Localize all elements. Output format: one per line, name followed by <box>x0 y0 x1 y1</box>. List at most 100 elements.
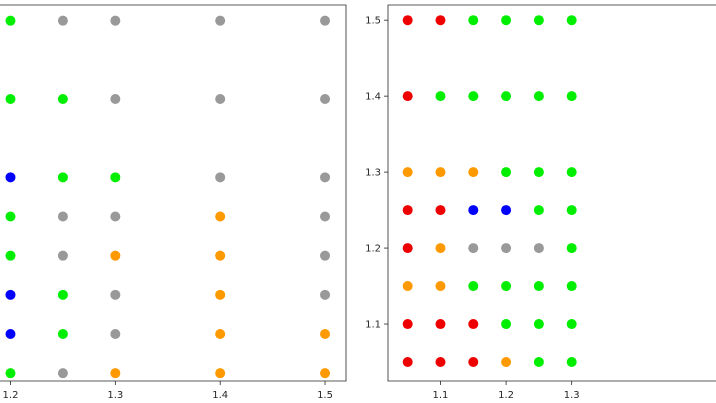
right-axis-ticks: 1.1 1.2 1.3 1.1 1.2 1.3 1.4 1.5 <box>365 16 580 401</box>
right-scatter-point-orange <box>402 281 413 292</box>
left-scatter-point-green <box>5 94 16 104</box>
left-scatter-point-green <box>57 172 68 183</box>
right-scatter-point-orange <box>435 243 446 254</box>
right-scatter-point-green <box>566 357 577 368</box>
left-scatter-point-gray <box>320 250 331 261</box>
right-x-tick-label: 1.2 <box>498 390 514 401</box>
right-scatter-point-green <box>533 91 544 102</box>
right-scatter-point-blue <box>468 205 479 216</box>
left-scatter-point-orange <box>110 368 121 379</box>
left-scatter-point-gray <box>320 94 331 104</box>
right-y-tick-label: 1.5 <box>365 16 381 27</box>
left-scatter-point-green <box>5 211 16 222</box>
right-scatter-point-orange <box>402 167 413 178</box>
left-scatter-point-blue <box>5 172 16 183</box>
left-scatter-point-green <box>57 289 68 300</box>
left-scatter-point-gray <box>110 211 121 222</box>
left-scatter-point-gray <box>110 329 121 339</box>
left-scatter-point-gray <box>320 15 331 26</box>
right-scatter-point-green <box>501 281 512 292</box>
left-scatter-point-gray <box>110 94 121 104</box>
left-scatter-point-orange <box>110 250 121 261</box>
left-scatter-point-gray <box>57 211 68 222</box>
left-scatter-point-gray <box>320 211 331 222</box>
left-scatter-point-blue <box>5 289 16 300</box>
left-scatter-point-orange <box>215 289 226 300</box>
right-scatter-point-green <box>501 15 512 26</box>
left-scatter-point-orange <box>320 368 331 379</box>
left-scatter-point-green <box>5 250 16 261</box>
right-scatter-point-green <box>468 281 479 292</box>
right-x-tick-label: 1.1 <box>433 390 449 401</box>
right-scatter-point-orange <box>435 167 446 178</box>
right-scatter-point-red <box>402 243 413 254</box>
left-scatter-point-green <box>5 15 16 26</box>
right-scatter-point-red <box>402 91 413 102</box>
left-scatter-point-orange <box>215 329 226 339</box>
left-scatter-point-gray <box>215 15 226 26</box>
right-y-tick-label: 1.1 <box>365 320 381 331</box>
right-scatter-point-orange <box>501 357 512 368</box>
left-scatter-point-green <box>57 94 68 104</box>
left-scatter-point-gray <box>215 94 226 104</box>
right-scatter-panel: 1.1 1.2 1.3 1.1 1.2 1.3 1.4 1.5 <box>365 4 716 401</box>
right-scatter-point-red <box>402 357 413 368</box>
left-x-tick-label: 1.4 <box>212 390 228 401</box>
right-scatter-point-red <box>468 319 479 330</box>
right-scatter-point-red <box>468 357 479 368</box>
left-scatter-point-gray <box>57 250 68 261</box>
right-scatter-point-green <box>435 91 446 102</box>
left-scatter-point-gray <box>110 15 121 26</box>
right-scatter-point-green <box>566 15 577 26</box>
right-scatter-point-red <box>402 205 413 216</box>
right-points <box>402 15 577 368</box>
right-scatter-point-red <box>435 357 446 368</box>
left-scatter-point-gray <box>110 289 121 300</box>
right-y-tick-label: 1.2 <box>365 244 381 255</box>
right-scatter-point-gray <box>468 243 479 254</box>
right-scatter-point-red <box>402 319 413 330</box>
right-scatter-point-green <box>533 205 544 216</box>
right-scatter-point-orange <box>435 281 446 292</box>
right-scatter-point-green <box>566 281 577 292</box>
left-scatter-point-orange <box>215 250 226 261</box>
right-scatter-point-green <box>566 319 577 330</box>
right-scatter-point-green <box>533 357 544 368</box>
right-scatter-point-red <box>435 319 446 330</box>
right-scatter-point-gray <box>501 243 512 254</box>
right-scatter-point-green <box>533 15 544 26</box>
right-scatter-point-green <box>533 281 544 292</box>
left-x-tick-label: 1.3 <box>107 390 123 401</box>
left-x-ticks: 1.2 1.3 1.4 1.5 <box>3 381 333 401</box>
right-y-tick-label: 1.4 <box>365 92 381 103</box>
right-scatter-point-green <box>468 91 479 102</box>
left-scatter-point-orange <box>320 329 331 339</box>
left-x-tick-label: 1.5 <box>317 390 333 401</box>
right-scatter-point-green <box>533 167 544 178</box>
left-scatter-point-gray <box>57 368 68 379</box>
left-scatter-point-blue <box>5 329 16 339</box>
right-plot-frame <box>387 4 716 382</box>
left-scatter-point-orange <box>215 211 226 222</box>
right-scatter-point-green <box>501 319 512 330</box>
right-scatter-point-green <box>501 167 512 178</box>
right-scatter-point-green <box>468 15 479 26</box>
left-x-tick-label: 1.2 <box>3 390 19 401</box>
right-scatter-point-green <box>566 91 577 102</box>
right-scatter-point-green <box>566 243 577 254</box>
left-scatter-point-gray <box>57 15 68 26</box>
left-scatter-point-gray <box>320 289 331 300</box>
right-scatter-point-green <box>501 91 512 102</box>
right-scatter-point-red <box>435 205 446 216</box>
right-scatter-point-red <box>435 15 446 26</box>
right-scatter-point-red <box>402 15 413 26</box>
left-scatter-panel: 1.2 1.3 1.4 1.5 <box>0 4 347 401</box>
left-scatter-point-gray <box>215 172 226 183</box>
right-scatter-point-green <box>533 319 544 330</box>
left-scatter-point-gray <box>320 172 331 183</box>
right-y-tick-label: 1.3 <box>365 168 381 179</box>
left-scatter-point-green <box>110 172 121 183</box>
left-plot-frame <box>0 4 347 382</box>
right-scatter-point-orange <box>468 167 479 178</box>
